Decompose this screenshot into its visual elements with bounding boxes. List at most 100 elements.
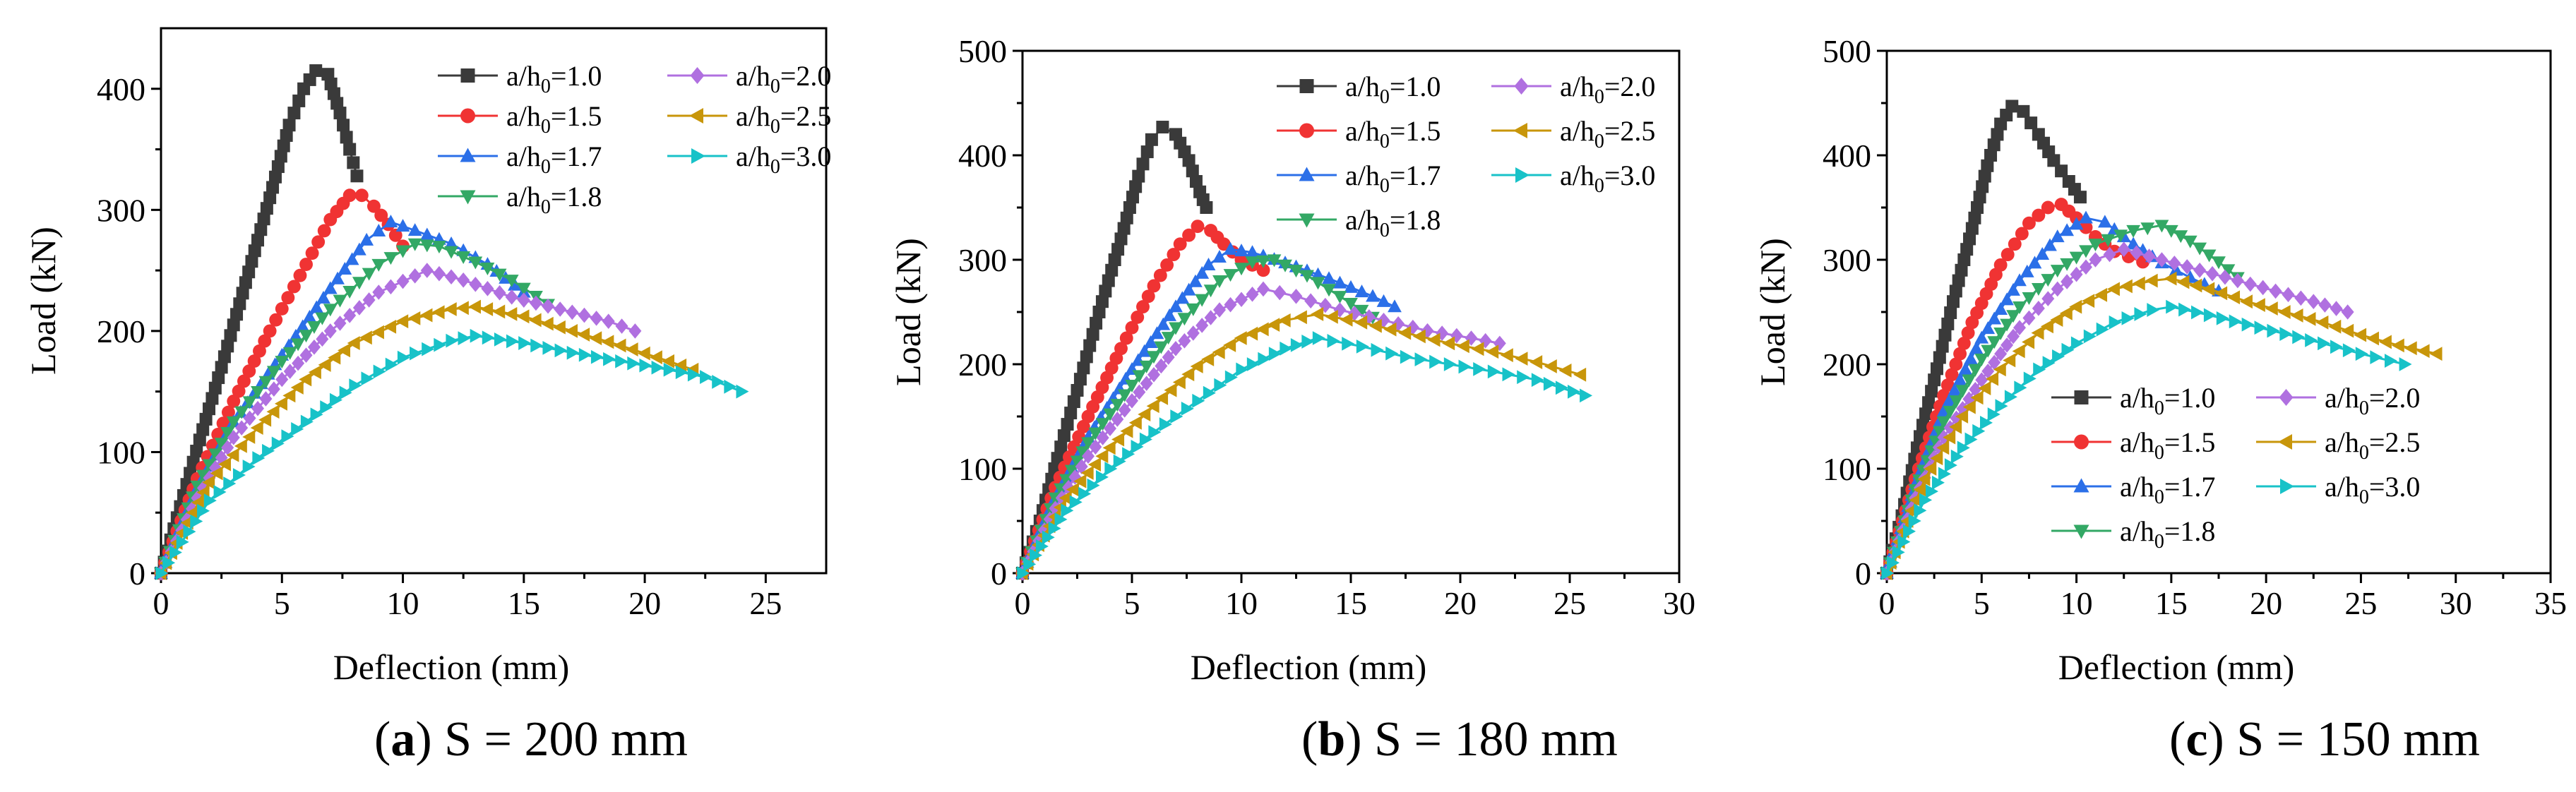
data-point-1 — [1119, 331, 1133, 345]
data-point-0 — [1944, 306, 1957, 320]
data-point-0 — [1186, 164, 1199, 178]
data-point-5 — [337, 343, 350, 358]
data-point-5 — [2059, 306, 2073, 320]
data-point-3 — [333, 294, 347, 308]
data-point-4 — [2061, 274, 2074, 289]
data-point-5 — [180, 515, 193, 530]
data-point-6 — [1892, 545, 1905, 560]
data-point-2 — [2169, 263, 2183, 276]
data-point-0 — [1200, 201, 1213, 214]
data-point-3 — [2183, 235, 2198, 248]
data-point-5 — [2050, 313, 2063, 327]
data-point-4 — [2218, 269, 2231, 285]
legend-label-ratio: =3.0 — [780, 140, 832, 172]
data-point-4 — [1994, 346, 2008, 361]
data-point-6 — [1280, 341, 1293, 356]
panel-caption: (b) S = 180 mm — [1301, 712, 1618, 767]
data-point-2 — [1175, 291, 1190, 304]
legend-label-ratio: =1.5 — [2164, 426, 2216, 458]
legend-label-subscript: 0 — [2154, 486, 2164, 508]
data-point-3 — [258, 376, 273, 389]
legend-label-subscript: 0 — [2154, 442, 2164, 464]
data-point-5 — [1340, 312, 1353, 327]
data-point-1 — [1125, 320, 1139, 335]
data-point-6 — [2370, 350, 2383, 365]
data-point-3 — [1064, 464, 1079, 478]
data-point-6 — [422, 342, 435, 356]
data-point-6 — [2330, 340, 2343, 354]
legend-label-ratio: =1.0 — [1390, 71, 1441, 102]
data-point-0 — [1080, 350, 1093, 364]
legend-label-subscript: 0 — [1380, 175, 1390, 197]
data-point-5 — [1486, 344, 1499, 359]
legend-label-subscript: 0 — [2154, 531, 2164, 553]
data-point-5 — [1256, 322, 1269, 337]
data-point-1 — [1160, 258, 1174, 272]
data-point-0 — [347, 156, 360, 169]
data-point-3 — [407, 238, 422, 251]
data-point-6 — [232, 468, 246, 482]
data-point-5 — [1955, 409, 1969, 424]
data-point-4 — [432, 265, 446, 282]
data-point-3 — [1968, 364, 1983, 377]
data-point-5 — [1128, 415, 1142, 430]
data-point-3 — [220, 427, 235, 440]
data-point-4 — [307, 339, 321, 355]
data-point-4 — [1111, 412, 1124, 427]
data-point-1 — [1949, 357, 1963, 371]
data-point-2 — [1311, 267, 1325, 280]
y-tick-label: 300 — [958, 242, 1007, 278]
data-point-4 — [2231, 272, 2244, 289]
data-point-2 — [1964, 352, 1978, 365]
legend-label-5: a/h0=2.5 — [1560, 115, 1655, 152]
data-point-4 — [457, 272, 470, 288]
data-point-4 — [2117, 241, 2130, 257]
data-point-0 — [215, 361, 228, 374]
data-point-3 — [315, 312, 330, 325]
data-point-3 — [2126, 224, 2141, 238]
data-point-5 — [552, 320, 566, 335]
data-point-5 — [250, 421, 263, 436]
legend-label-5: a/h0=2.5 — [736, 100, 831, 138]
data-point-0 — [271, 160, 285, 174]
data-point-5 — [383, 319, 397, 334]
legend-label-base: a/h — [506, 60, 541, 92]
legend-label-base: a/h — [1345, 71, 1380, 102]
data-point-6 — [1131, 440, 1144, 454]
data-point-3 — [1289, 265, 1304, 278]
data-point-6 — [397, 350, 410, 365]
data-point-6 — [1356, 339, 1369, 354]
data-point-2 — [1201, 258, 1216, 271]
data-point-0 — [1108, 253, 1121, 266]
data-point-6 — [1926, 484, 1939, 498]
legend-marker-1 — [460, 108, 475, 124]
data-point-3 — [383, 252, 398, 265]
data-point-0 — [280, 128, 293, 142]
data-point-5 — [1500, 348, 1513, 363]
data-point-5 — [1294, 310, 1307, 325]
data-point-6 — [530, 338, 544, 353]
data-point-4 — [316, 331, 329, 347]
data-point-5 — [2404, 341, 2417, 356]
data-point-1 — [258, 334, 272, 348]
legend-label-base: a/h — [1345, 115, 1380, 147]
data-point-4 — [542, 298, 555, 314]
data-point-4 — [469, 277, 482, 292]
data-point-0 — [233, 297, 246, 311]
data-point-0 — [1955, 263, 1968, 277]
data-point-6 — [1580, 388, 1593, 403]
data-point-0 — [217, 350, 231, 364]
data-point-6 — [700, 370, 713, 384]
data-point-1 — [1173, 237, 1187, 251]
data-point-0 — [337, 119, 350, 132]
data-point-5 — [564, 323, 578, 338]
data-point-6 — [1944, 458, 1957, 472]
data-point-0 — [1145, 133, 1158, 146]
legend-label-subscript: 0 — [770, 156, 780, 178]
legend-label-ratio: =3.0 — [1604, 160, 1656, 191]
x-tick-label: 30 — [1663, 585, 1695, 621]
data-point-0 — [321, 68, 335, 81]
data-point-3 — [1081, 437, 1095, 450]
data-point-4 — [2041, 291, 2055, 306]
data-point-0 — [203, 402, 216, 416]
